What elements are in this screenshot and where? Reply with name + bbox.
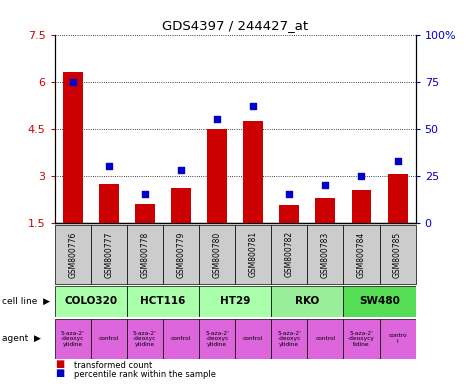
Text: HT29: HT29 xyxy=(220,296,250,306)
Bar xyxy=(307,319,343,359)
Bar xyxy=(352,190,371,223)
Point xyxy=(249,103,257,109)
Bar xyxy=(135,204,155,223)
Bar xyxy=(315,198,335,223)
Text: 5-aza-2'
-deoxycy
tidine: 5-aza-2' -deoxycy tidine xyxy=(348,331,375,347)
Bar xyxy=(199,286,271,317)
Bar xyxy=(343,225,380,284)
Bar xyxy=(91,225,127,284)
Bar xyxy=(380,225,416,284)
Bar xyxy=(271,319,307,359)
Bar xyxy=(163,225,199,284)
Text: GSM800784: GSM800784 xyxy=(357,231,366,278)
Bar xyxy=(171,188,191,223)
Text: cell line  ▶: cell line ▶ xyxy=(2,297,50,306)
Bar xyxy=(380,319,416,359)
Point xyxy=(322,182,329,188)
Bar xyxy=(63,72,83,223)
Point xyxy=(105,163,113,169)
Bar xyxy=(243,121,263,223)
Bar xyxy=(55,225,91,284)
Bar xyxy=(388,174,408,223)
Bar xyxy=(343,319,380,359)
Bar xyxy=(271,225,307,284)
Text: RKO: RKO xyxy=(295,296,320,306)
Text: control: control xyxy=(243,336,263,341)
Bar xyxy=(55,319,91,359)
Text: ■: ■ xyxy=(55,368,64,378)
Bar xyxy=(207,129,227,223)
Text: contro
l: contro l xyxy=(388,333,407,344)
Text: 5-aza-2'
-deoxyc
ytidine: 5-aza-2' -deoxyc ytidine xyxy=(61,331,85,347)
Point xyxy=(177,167,185,173)
Title: GDS4397 / 244427_at: GDS4397 / 244427_at xyxy=(162,19,308,32)
Bar xyxy=(307,225,343,284)
Bar xyxy=(235,319,271,359)
Text: COLO320: COLO320 xyxy=(64,296,117,306)
Bar xyxy=(235,225,271,284)
Text: 5-aza-2'
-deoxyc
ytidine: 5-aza-2' -deoxyc ytidine xyxy=(133,331,157,347)
Bar xyxy=(99,184,119,223)
Text: GSM800783: GSM800783 xyxy=(321,231,330,278)
Text: GSM800779: GSM800779 xyxy=(177,231,185,278)
Bar xyxy=(127,225,163,284)
Bar xyxy=(127,319,163,359)
Text: SW480: SW480 xyxy=(359,296,400,306)
Point xyxy=(358,173,365,179)
Text: agent  ▶: agent ▶ xyxy=(2,334,41,343)
Bar xyxy=(271,286,343,317)
Bar xyxy=(199,319,235,359)
Text: GSM800781: GSM800781 xyxy=(249,231,257,278)
Text: HCT116: HCT116 xyxy=(140,296,186,306)
Text: 5-aza-2'
-deoxyc
ytidine: 5-aza-2' -deoxyc ytidine xyxy=(277,331,301,347)
Point xyxy=(394,157,401,164)
Text: control: control xyxy=(171,336,191,341)
Bar xyxy=(343,286,416,317)
Point xyxy=(213,116,221,122)
Text: transformed count: transformed count xyxy=(74,361,152,370)
Text: ■: ■ xyxy=(55,359,64,369)
Bar xyxy=(55,286,127,317)
Text: control: control xyxy=(99,336,119,341)
Text: control: control xyxy=(315,336,335,341)
Text: GSM800778: GSM800778 xyxy=(141,231,149,278)
Bar xyxy=(127,286,199,317)
Text: 5-aza-2'
-deoxyc
ytidine: 5-aza-2' -deoxyc ytidine xyxy=(205,331,229,347)
Bar xyxy=(279,205,299,223)
Point xyxy=(141,192,149,198)
Text: GSM800777: GSM800777 xyxy=(104,231,113,278)
Text: GSM800780: GSM800780 xyxy=(213,231,221,278)
Text: percentile rank within the sample: percentile rank within the sample xyxy=(74,370,216,379)
Point xyxy=(69,79,76,85)
Bar xyxy=(91,319,127,359)
Bar xyxy=(163,319,199,359)
Text: GSM800776: GSM800776 xyxy=(68,231,77,278)
Text: GSM800785: GSM800785 xyxy=(393,231,402,278)
Point xyxy=(285,192,293,198)
Text: GSM800782: GSM800782 xyxy=(285,231,294,278)
Bar xyxy=(199,225,235,284)
